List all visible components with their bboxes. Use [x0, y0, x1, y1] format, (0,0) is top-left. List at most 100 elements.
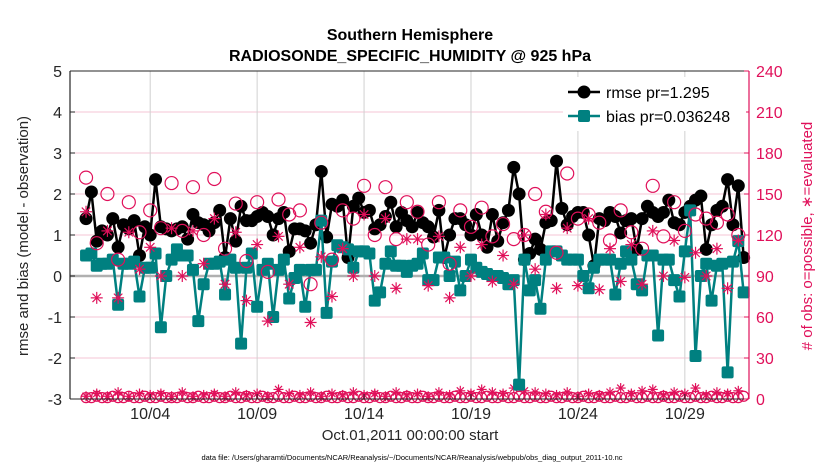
bias-marker	[347, 261, 360, 274]
evaluated-low-marker	[594, 389, 605, 400]
evaluated-marker	[668, 234, 681, 247]
rmse-marker	[635, 212, 649, 226]
evaluated-marker	[550, 282, 563, 295]
rmse-marker	[352, 191, 366, 205]
possible-marker	[677, 223, 692, 238]
evaluated-low-marker	[198, 389, 209, 400]
evaluated-low-marker	[262, 391, 273, 402]
rmse-marker	[111, 240, 125, 254]
bias-marker	[529, 274, 542, 287]
evaluated-low-marker	[209, 388, 220, 399]
possible-marker	[111, 252, 126, 267]
evaluated-marker	[261, 315, 274, 328]
evaluated-marker	[197, 257, 210, 270]
bias-marker	[197, 278, 210, 291]
evaluated-low-marker	[316, 391, 327, 402]
bias-marker	[625, 253, 638, 266]
rmse-marker	[550, 154, 564, 168]
rmse-marker	[672, 218, 686, 232]
evaluated-marker	[507, 278, 520, 291]
bias-marker	[154, 321, 167, 334]
evaluated-low-marker	[444, 389, 455, 400]
y-right-tick-label: 120	[756, 228, 783, 245]
rmse-marker	[106, 212, 120, 226]
rmse-marker	[223, 212, 237, 226]
bias-marker	[320, 306, 333, 319]
x-tick-label: 10/04	[130, 406, 170, 423]
possible-marker	[335, 203, 350, 218]
evaluated-marker	[432, 230, 445, 243]
rmse-marker	[694, 189, 708, 203]
rmse-marker	[491, 234, 505, 248]
evaluated-marker	[154, 270, 167, 282]
possible-marker	[421, 237, 436, 252]
y-tick-label: -2	[48, 351, 62, 368]
rmse-marker	[362, 203, 376, 217]
bias-marker	[571, 253, 584, 266]
y-right-tick-label: 240	[756, 64, 783, 81]
plot-marks	[78, 154, 751, 404]
possible-marker	[485, 229, 500, 244]
possible-marker	[656, 229, 671, 244]
axes: -3 -2 -1 0 1 2 3 4 5 0 30 60 90 120 150 180 210 240 10/04 1…	[48, 64, 783, 423]
evaluated-low-marker	[252, 388, 263, 399]
y-tick-label: 3	[53, 146, 62, 163]
rmse-marker	[314, 164, 328, 178]
evaluated-low-marker	[455, 385, 466, 396]
evaluated-marker	[614, 275, 627, 288]
rmse-marker	[582, 228, 596, 242]
possible-marker	[314, 215, 329, 230]
legend-rmse-label: rmse pr=1.295	[606, 85, 710, 102]
y-axis-right-label: # of obs: o=possible, ∗=evaluated	[799, 122, 816, 351]
y-tick-label: -3	[48, 392, 62, 409]
evaluated-marker	[283, 278, 296, 291]
bias-marker	[245, 247, 258, 260]
bias-marker	[315, 214, 328, 227]
evaluated-marker	[90, 291, 103, 304]
evaluated-low-marker	[615, 383, 626, 394]
possible-marker	[217, 241, 233, 256]
evaluated-marker	[657, 270, 670, 282]
rmse-marker	[181, 232, 195, 246]
evaluated-low-marker	[91, 388, 102, 399]
bias-marker	[235, 337, 248, 350]
evaluated-low-marker	[487, 387, 498, 398]
evaluated-low-marker	[530, 387, 541, 398]
possible-marker	[431, 195, 447, 210]
rmse-marker	[421, 220, 435, 234]
rmse-marker	[699, 242, 713, 256]
rmse-marker	[432, 203, 446, 217]
evaluated-marker	[133, 263, 146, 276]
evaluated-low-marker	[230, 387, 241, 398]
bias-marker	[374, 286, 387, 299]
y-right-tick-label: 180	[756, 146, 783, 163]
evaluated-marker	[186, 224, 199, 237]
evaluated-low-marker	[733, 385, 744, 396]
possible-marker	[495, 216, 511, 232]
bias-marker	[652, 329, 665, 342]
y-tick-label: 2	[53, 187, 62, 204]
possible-marker	[100, 186, 115, 202]
bias-marker	[186, 263, 199, 276]
rmse-marker	[624, 212, 638, 226]
rmse-marker	[443, 228, 457, 242]
y-right-tick-label: 30	[756, 351, 774, 368]
bias-marker	[582, 282, 595, 295]
evaluated-marker	[689, 246, 702, 259]
possible-low-marker	[641, 390, 654, 402]
evaluated-marker	[486, 275, 499, 288]
y-right-tick-label: 210	[756, 105, 783, 122]
rmse-marker	[459, 218, 473, 232]
bias-marker	[438, 251, 451, 264]
evaluated-marker	[379, 212, 392, 225]
evaluated-low-marker	[177, 387, 188, 398]
evaluated-low-marker	[658, 389, 669, 400]
bias-marker	[325, 255, 338, 268]
evaluated-low-marker	[337, 389, 348, 400]
evaluated-low-marker	[273, 384, 284, 395]
possible-marker	[324, 252, 340, 267]
rmse-marker	[127, 214, 141, 228]
y-tick-label: 0	[53, 269, 62, 286]
evaluated-marker	[272, 230, 285, 243]
evaluated-low-marker	[241, 389, 252, 400]
